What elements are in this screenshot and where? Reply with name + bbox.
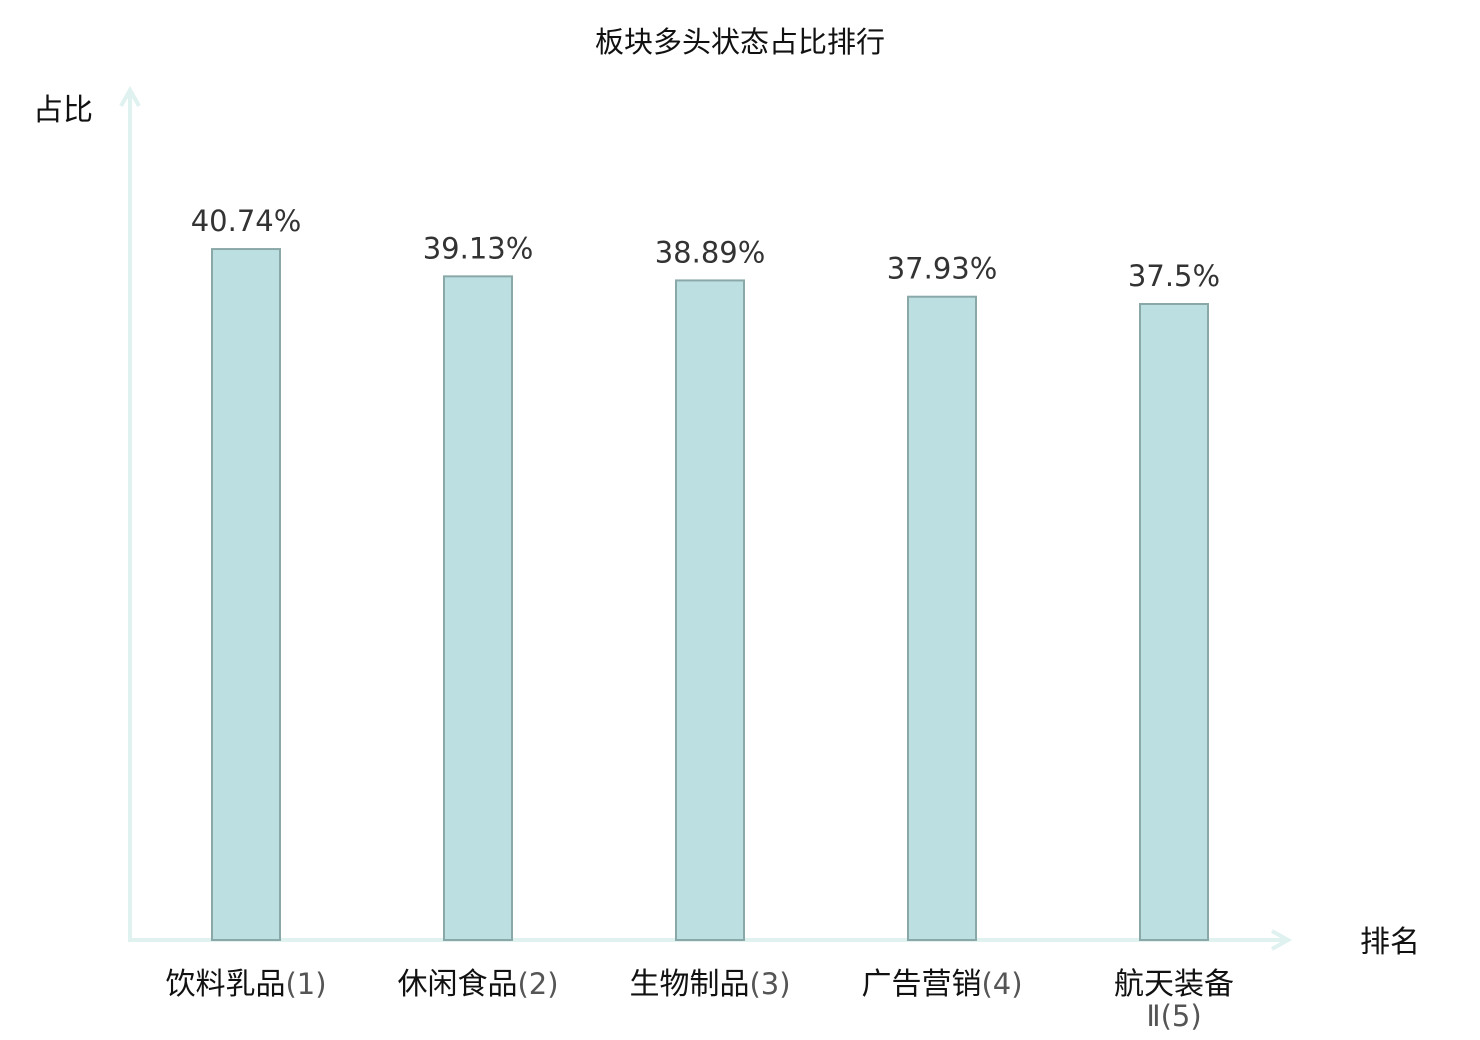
x-tick-name: 生物制品: [629, 967, 749, 1002]
y-axis-arrow-icon: [119, 85, 141, 107]
x-tick-label: 生物制品(3): [629, 967, 790, 1002]
x-axis-arrow-icon: [1271, 929, 1293, 951]
x-tick-name: 航天装备: [1114, 967, 1234, 1002]
x-tick-rank: (1): [285, 967, 326, 1001]
data-label: 39.13%: [423, 231, 534, 265]
data-label: 40.74%: [191, 204, 302, 238]
x-tick-name: 饮料乳品: [165, 967, 285, 1002]
x-tick-name: 休闲食品: [397, 967, 517, 1002]
bars-group: 40.74% 饮料乳品(1) 39.13% 休闲食品(2) 38.89% 生物制品(3) 3…: [165, 204, 1234, 1033]
bar: [675, 279, 745, 941]
chart-title: 板块多头状态占比排行: [595, 25, 885, 59]
y-axis-label: 占比: [33, 93, 93, 128]
bar: [1139, 303, 1209, 941]
bar: [211, 248, 281, 941]
data-label: 38.89%: [655, 235, 766, 269]
x-axis-label: 排名: [1360, 925, 1420, 960]
x-tick-label: 广告营销(4): [861, 967, 1022, 1002]
x-tick-label: 休闲食品(2): [397, 967, 558, 1002]
x-tick-rank: (4): [981, 967, 1022, 1001]
data-label: 37.5%: [1128, 259, 1220, 293]
x-tick-label: 饮料乳品(1): [165, 967, 326, 1002]
x-tick-name: 广告营销: [861, 967, 981, 1002]
bar: [907, 295, 977, 941]
x-tick-rank: Ⅱ(5): [1146, 999, 1201, 1033]
x-tick-label: 航天装备 Ⅱ(5): [1114, 967, 1234, 1033]
data-label: 37.93%: [887, 252, 998, 286]
x-tick-rank: (2): [517, 967, 558, 1001]
x-tick-rank: (3): [749, 967, 790, 1001]
bar: [443, 275, 513, 941]
